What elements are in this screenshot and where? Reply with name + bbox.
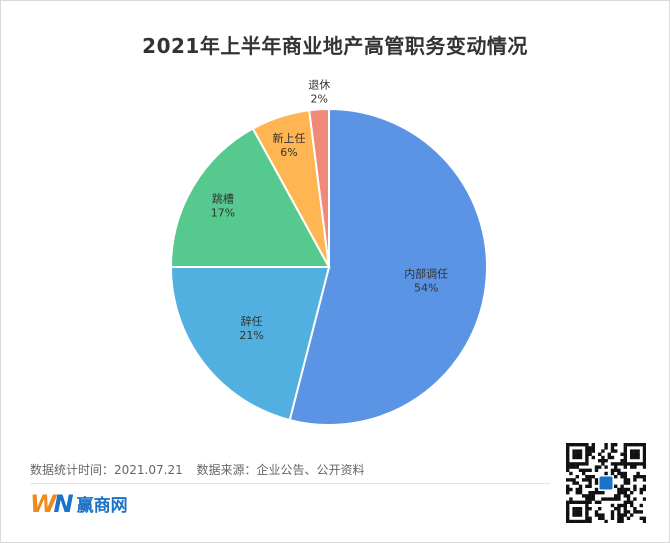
stat-time: 数据统计时间：2021.07.21 <box>30 463 183 477</box>
brand-logo[interactable]: WN 赢商网 <box>30 489 128 518</box>
slice-value-label: 2% <box>311 92 328 105</box>
chart-title: 2021年上半年商业地产高管职务变动情况 <box>142 34 528 58</box>
pie-slice <box>288 107 488 426</box>
footer-note: 数据统计时间：2021.07.21 数据来源：企业公告、公开资料 <box>30 461 375 478</box>
slice-label: 新上任 <box>272 131 305 145</box>
slice-value-label: 17% <box>211 206 235 219</box>
slice-value-label: 6% <box>280 146 297 159</box>
data-source: 数据来源：企业公告、公开资料 <box>196 463 365 477</box>
qr-code-icon <box>566 443 646 523</box>
slice-value-label: 54% <box>414 281 438 294</box>
footer-divider <box>30 483 550 484</box>
slice-label: 辞任 <box>241 314 263 328</box>
brand-name: 赢商网 <box>76 496 128 516</box>
brand-mark-icon: WN <box>30 489 74 518</box>
slice-value-label: 21% <box>239 329 263 342</box>
slice-label: 内部调任 <box>404 266 448 280</box>
pie-slice <box>308 107 330 268</box>
slice-label: 跳槽 <box>212 191 234 205</box>
slice-label: 退休 <box>308 78 330 91</box>
pie-slice <box>169 127 331 268</box>
pie-slice <box>169 266 331 422</box>
